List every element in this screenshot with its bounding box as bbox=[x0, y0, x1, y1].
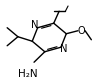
Text: O: O bbox=[78, 26, 85, 36]
Text: N: N bbox=[31, 20, 39, 30]
Text: N: N bbox=[60, 44, 67, 55]
Text: H₂N: H₂N bbox=[18, 69, 38, 79]
